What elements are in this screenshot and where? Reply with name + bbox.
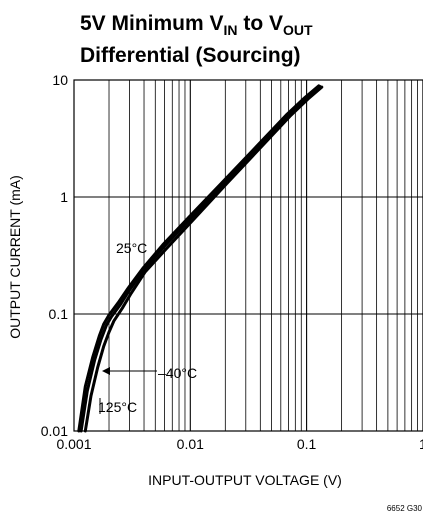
plot-frame <box>73 79 423 432</box>
annotation-minus40c: –40°C <box>158 365 197 381</box>
y-tick-label: 1 <box>60 189 68 205</box>
series <box>77 84 324 433</box>
y-tick-label: 0.1 <box>49 306 69 322</box>
series-line-25c <box>79 85 322 433</box>
x-tick-label: 0.01 <box>177 436 204 452</box>
series-line-125c <box>77 84 321 433</box>
y-tick-label: 0.01 <box>41 423 68 439</box>
annotation-125c: 125°C <box>98 399 137 415</box>
x-tick-label: 0.1 <box>297 436 317 452</box>
figure-id: 6652 G30 <box>387 504 423 513</box>
chart-title-line2: Differential (Sourcing) <box>80 44 301 67</box>
x-axis-label: INPUT-OUTPUT VOLTAGE (V) <box>148 472 342 488</box>
y-tick-label: 10 <box>52 72 68 88</box>
series-line-minus40c <box>83 85 324 433</box>
x-tick-label: 1 <box>419 436 423 452</box>
x-tick-label: 0.001 <box>56 436 91 452</box>
annotation-25c: 25°C <box>116 240 147 256</box>
y-axis-label: OUTPUT CURRENT (mA) <box>7 175 23 339</box>
chart-title-line1: 5V Minimum VIN to VOUT <box>80 12 313 38</box>
grid <box>74 80 423 431</box>
annotation-arrowhead <box>102 367 110 375</box>
